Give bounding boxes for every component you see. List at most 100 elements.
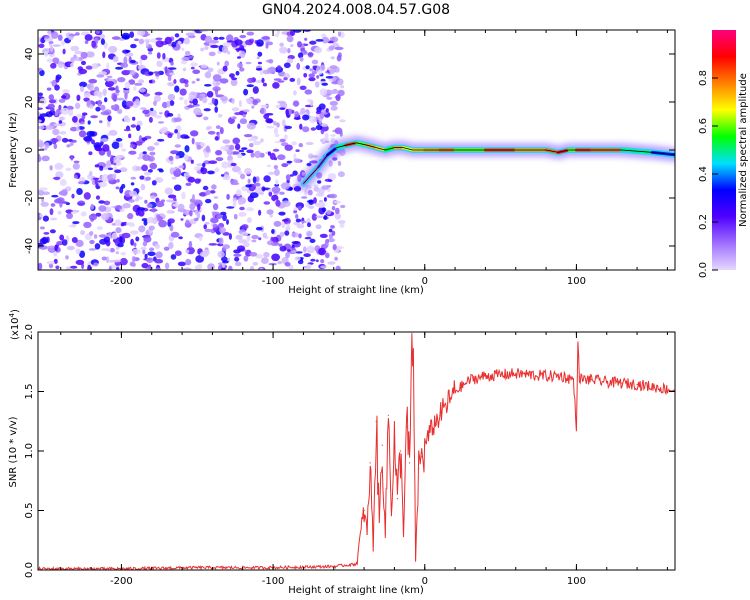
noise-blob xyxy=(324,241,329,248)
noise-blob xyxy=(205,145,211,153)
noise-blob xyxy=(313,184,319,188)
noise-blob xyxy=(243,255,249,262)
noise-blob xyxy=(74,50,83,55)
noise-blob xyxy=(207,126,212,130)
noise-blob xyxy=(50,62,57,69)
noise-blob xyxy=(321,33,327,38)
noise-blob xyxy=(128,150,137,155)
noise-blob xyxy=(200,47,205,52)
noise-blob xyxy=(167,218,175,224)
noise-blob xyxy=(168,155,174,161)
noise-blob xyxy=(140,107,147,110)
colorbar-tick-label: 0.8 xyxy=(698,70,709,86)
noise-blob xyxy=(257,51,263,57)
noise-blob xyxy=(71,237,78,243)
noise-blob xyxy=(98,234,107,238)
noise-blob xyxy=(198,192,206,197)
noise-blob xyxy=(319,88,328,96)
noise-blob xyxy=(340,204,346,209)
y-tick-label: 0.0 xyxy=(24,562,35,578)
noise-blob xyxy=(196,78,200,82)
noise-blob xyxy=(309,155,319,158)
noise-blob xyxy=(95,195,101,200)
noise-blob xyxy=(259,192,264,195)
noise-blob xyxy=(288,264,294,270)
noise-blob xyxy=(44,142,50,149)
noise-blob xyxy=(101,174,110,181)
noise-blob xyxy=(100,38,105,45)
noise-blob xyxy=(107,167,113,171)
noise-blob xyxy=(250,152,255,158)
noise-blob xyxy=(315,215,324,219)
noise-blob xyxy=(56,241,64,246)
noise-blob xyxy=(58,104,62,110)
x-tick-label: -100 xyxy=(262,276,285,287)
noise-blob xyxy=(102,144,110,152)
noise-blob xyxy=(142,240,148,247)
noise-blob xyxy=(178,37,185,42)
noise-blob xyxy=(110,155,114,163)
noise-blob xyxy=(266,125,275,129)
noise-blob xyxy=(147,251,156,257)
noise-blob xyxy=(252,99,258,106)
noise-blob xyxy=(117,243,124,248)
noise-blob xyxy=(168,242,174,249)
noise-blob xyxy=(121,148,127,152)
noise-blob xyxy=(42,215,50,222)
noise-blob xyxy=(79,250,86,258)
noise-blob xyxy=(246,207,254,212)
noise-blob xyxy=(277,80,285,83)
noise-blob xyxy=(190,92,198,96)
noise-blob xyxy=(128,79,136,85)
noise-blob xyxy=(205,189,211,195)
noise-blob xyxy=(319,233,328,238)
noise-blob xyxy=(139,175,145,180)
noise-blob xyxy=(286,223,290,230)
noise-blob xyxy=(116,178,120,183)
noise-blob xyxy=(309,68,314,72)
noise-blob xyxy=(53,123,62,127)
noise-blob xyxy=(246,235,251,242)
noise-blob xyxy=(123,117,131,123)
noise-blob xyxy=(52,44,61,47)
noise-blob xyxy=(174,250,182,256)
noise-blob xyxy=(239,34,247,39)
noise-blob xyxy=(220,95,229,102)
noise-blob xyxy=(204,45,209,51)
noise-blob xyxy=(185,249,190,254)
noise-blob xyxy=(304,89,313,95)
noise-blob xyxy=(245,39,254,46)
noise-blob xyxy=(48,99,57,104)
noise-blob xyxy=(278,211,286,216)
noise-blob xyxy=(230,162,237,167)
x-tick-label: 0 xyxy=(422,576,428,587)
noise-blob xyxy=(213,36,219,41)
noise-blob xyxy=(205,198,212,204)
noise-blob xyxy=(50,203,56,207)
y-tick-label: 40 xyxy=(24,48,35,61)
noise-blob xyxy=(66,212,73,220)
figure-title: GN04.2024.008.04.57.G08 xyxy=(262,2,450,18)
noise-blob xyxy=(52,128,60,136)
noise-blob xyxy=(108,87,116,91)
noise-blob xyxy=(72,116,78,123)
noise-blob xyxy=(261,77,265,83)
noise-blob xyxy=(77,200,86,207)
noise-blob xyxy=(219,78,229,84)
noise-blob xyxy=(332,244,337,251)
noise-blob xyxy=(217,262,223,266)
noise-blob xyxy=(271,229,275,234)
noise-blob xyxy=(131,256,136,263)
noise-blob xyxy=(173,79,177,84)
noise-blob xyxy=(306,263,312,270)
noise-blob xyxy=(39,226,46,230)
noise-blob xyxy=(181,56,190,61)
noise-blob xyxy=(243,242,250,248)
noise-blob xyxy=(295,202,305,209)
signal-ridge xyxy=(296,135,675,191)
noise-blob xyxy=(140,183,146,191)
noise-blob xyxy=(279,46,288,54)
noise-blob xyxy=(293,117,301,120)
noise-blob xyxy=(334,46,344,51)
snr-line xyxy=(38,333,675,570)
